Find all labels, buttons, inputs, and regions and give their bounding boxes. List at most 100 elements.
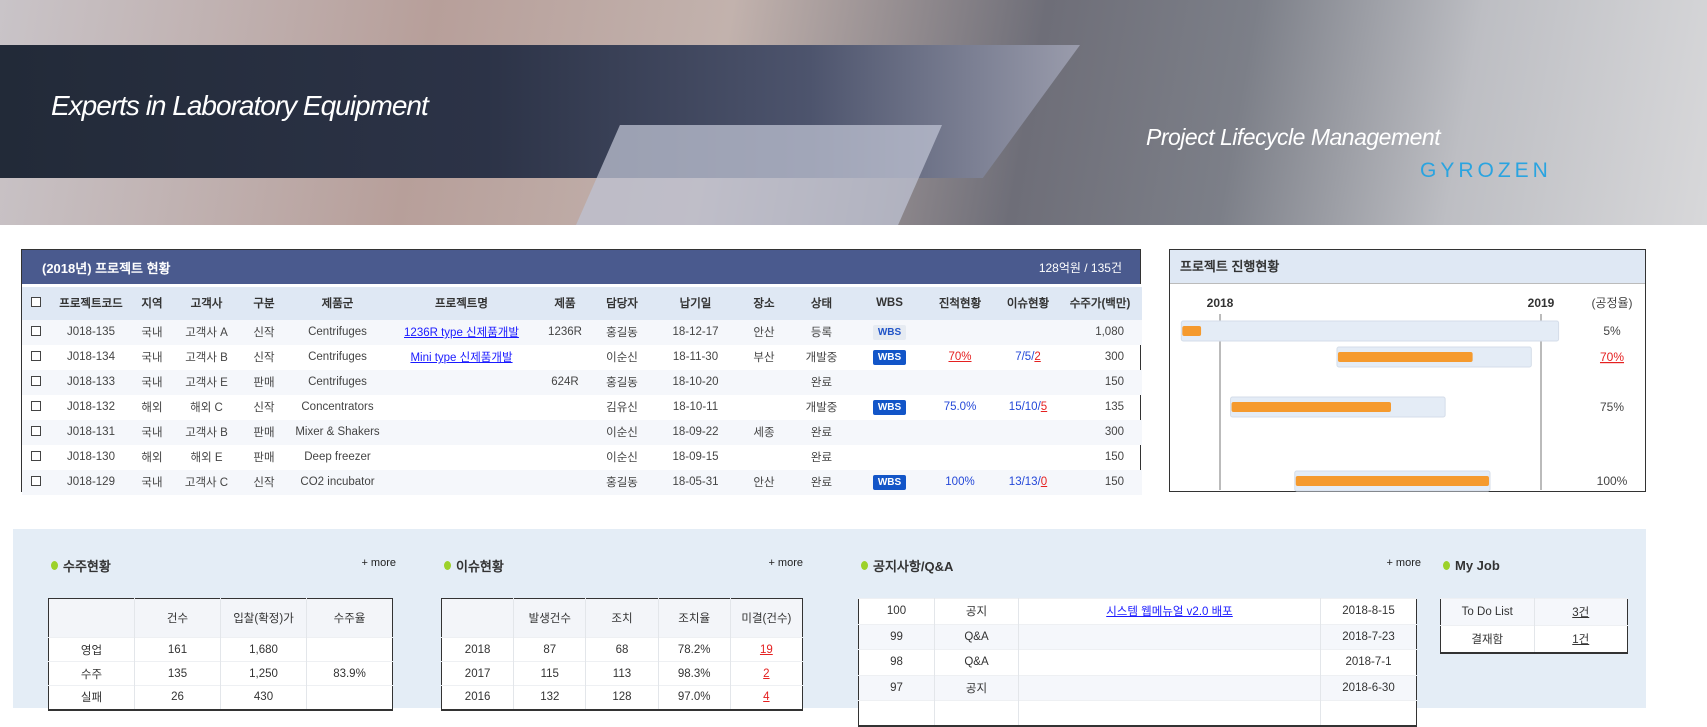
checkbox-icon[interactable] bbox=[31, 350, 41, 361]
row-checkbox[interactable] bbox=[22, 445, 50, 470]
project-row[interactable]: J018-129 국내 고객사 C 신작 CO2 incubator 홍길동 18-05-3… bbox=[22, 469, 1142, 495]
cell-region: 해외 bbox=[141, 402, 163, 414]
cell: 97.0% bbox=[658, 685, 731, 710]
open-issues-link[interactable]: 2 bbox=[1034, 351, 1041, 363]
row-checkbox[interactable] bbox=[22, 469, 50, 495]
progress-bar bbox=[1182, 326, 1202, 336]
progress-gantt-chart: 2018 2019 (공정율) 5% 70% 75% 100% bbox=[1180, 296, 1633, 492]
checkbox-icon[interactable] bbox=[31, 475, 41, 486]
unresolved-link[interactable]: 4 bbox=[763, 691, 770, 704]
wbs-button[interactable]: WBS bbox=[872, 349, 907, 365]
project-row[interactable]: J018-130 해외 해외 E 판매 Deep freezer 이순신 18-09-15 완… bbox=[22, 445, 1142, 470]
cell-type: 신작 bbox=[241, 319, 287, 345]
project-name-link[interactable]: 1236R type 신제품개발 bbox=[404, 327, 519, 339]
row-checkbox[interactable] bbox=[22, 419, 50, 445]
cell: 78.2% bbox=[658, 637, 731, 662]
cell-amount: 150 bbox=[1104, 451, 1124, 463]
table-row: To Do List 3건 bbox=[1440, 598, 1628, 626]
notices-more-link[interactable]: + more bbox=[1386, 557, 1421, 569]
select-all-checkbox[interactable] bbox=[22, 284, 50, 320]
job-count-link[interactable]: 3건 bbox=[1572, 607, 1590, 619]
notices-title: 공지사항/Q&A bbox=[873, 558, 954, 574]
wbs-button[interactable]: WBS bbox=[872, 474, 907, 490]
column-header[interactable]: 이슈현황 bbox=[998, 284, 1058, 320]
row-checkbox[interactable] bbox=[22, 345, 50, 370]
cell-name bbox=[388, 469, 535, 495]
checkbox-icon[interactable] bbox=[31, 296, 41, 307]
project-row[interactable]: J018-134 국내 고객사 B 신작 Centrifuges Mini type 신제… bbox=[22, 345, 1142, 370]
column-header[interactable]: 구분 bbox=[241, 284, 287, 320]
column-header[interactable]: 고객사 bbox=[172, 284, 241, 320]
project-row[interactable]: J018-131 국내 고객사 B 판매 Mixer & Shakers 이순신 18-09… bbox=[22, 419, 1142, 445]
notice-title-link[interactable]: 시스템 웹메뉴얼 v2.0 배포 bbox=[1106, 606, 1233, 619]
cell-due: 18-10-11 bbox=[672, 401, 719, 413]
table-row: 2016 132 128 97.0% 4 bbox=[441, 685, 803, 710]
cell-place bbox=[742, 369, 786, 395]
column-header[interactable]: 프로젝트코드 bbox=[50, 284, 132, 320]
checkbox-icon[interactable] bbox=[31, 375, 41, 386]
wbs-button[interactable]: WBS bbox=[872, 399, 907, 415]
cell-issues: 15/10/5 bbox=[998, 395, 1058, 420]
cell: 공지 bbox=[934, 598, 1019, 624]
checkbox-icon[interactable] bbox=[31, 400, 41, 411]
cell-wbs bbox=[857, 369, 922, 395]
cell: Q&A bbox=[934, 623, 1019, 650]
cell-code: J018-130 bbox=[67, 451, 115, 463]
issues-table: 발생건수 조치 조치율 미결(건수) 2018 87 68 78.2% 19 2017 115 113… bbox=[441, 598, 803, 711]
cell: To Do List bbox=[1440, 598, 1535, 626]
cell-place: 안산 bbox=[742, 319, 786, 345]
column-header[interactable]: WBS bbox=[857, 284, 922, 320]
notices-table: 100 공지 시스템 웹메뉴얼 v2.0 배포 2018-8-15 99 Q&A 2018-… bbox=[858, 598, 1417, 727]
column-header bbox=[441, 598, 515, 638]
orders-title: 수주현황 bbox=[63, 558, 111, 574]
cell-customer: 고객사 B bbox=[172, 419, 241, 445]
cell-wbs bbox=[857, 445, 922, 470]
unresolved-link[interactable]: 19 bbox=[759, 643, 773, 656]
column-header[interactable]: 제품군 bbox=[287, 284, 388, 320]
column-header[interactable]: 장소 bbox=[742, 284, 786, 320]
cell-progress bbox=[922, 419, 998, 445]
cell bbox=[1320, 700, 1417, 726]
checkbox-icon[interactable] bbox=[31, 325, 41, 336]
unresolved-link[interactable]: 2 bbox=[763, 667, 770, 680]
gyrozen-logo[interactable]: GYROZEN bbox=[1420, 159, 1552, 182]
project-row[interactable]: J018-135 국내 고객사 A 신작 Centrifuges 1236R type 신… bbox=[22, 319, 1142, 345]
project-name-link[interactable]: Mini type 신제품개발 bbox=[410, 352, 513, 364]
table-row bbox=[858, 700, 1417, 726]
cell: 132 bbox=[513, 685, 587, 710]
column-header[interactable]: 납기일 bbox=[649, 284, 742, 320]
row-checkbox[interactable] bbox=[22, 369, 50, 395]
checkbox-icon[interactable] bbox=[31, 450, 41, 461]
wbs-button[interactable]: WBS bbox=[872, 324, 907, 340]
column-header[interactable]: 담당자 bbox=[595, 284, 649, 320]
cell-issues bbox=[998, 445, 1058, 470]
progress-bar bbox=[1231, 402, 1391, 412]
open-issues-link[interactable]: 5 bbox=[1040, 401, 1048, 413]
job-count-link[interactable]: 1건 bbox=[1572, 633, 1590, 646]
column-header[interactable]: 상태 bbox=[786, 284, 857, 320]
issues-more-link[interactable]: + more bbox=[768, 557, 803, 569]
column-header[interactable]: 프로젝트명 bbox=[388, 284, 535, 320]
column-header bbox=[48, 598, 135, 638]
cell-wbs bbox=[857, 419, 922, 445]
cell bbox=[1018, 649, 1321, 675]
cell: 1건 bbox=[1534, 625, 1628, 653]
column-header[interactable]: 진척현황 bbox=[922, 284, 998, 320]
myjob-section: My Job To Do List 3건 결재함 1건 bbox=[1440, 557, 1633, 654]
row-checkbox[interactable] bbox=[22, 395, 50, 420]
orders-more-link[interactable]: + more bbox=[361, 557, 396, 569]
project-row[interactable]: J018-133 국내 고객사 E 판매 Centrifuges 624R 홍길동 18-10… bbox=[22, 369, 1142, 395]
column-header[interactable]: 수주가(백만) bbox=[1058, 284, 1142, 320]
checkbox-icon[interactable] bbox=[31, 425, 41, 436]
column-header[interactable]: 제품 bbox=[535, 284, 595, 320]
column-header[interactable]: 지역 bbox=[132, 284, 172, 320]
cell-code: J018-133 bbox=[50, 369, 132, 395]
project-row[interactable]: J018-132 해외 해외 C 신작 Concentrators 김유신 18-10-11… bbox=[22, 395, 1142, 420]
project-summary: 128억원 / 135건 bbox=[1038, 260, 1122, 275]
cell-wbs: WBS bbox=[857, 469, 922, 495]
progress-rate-label: 100% bbox=[1597, 474, 1628, 488]
cell-amount: 150 bbox=[1058, 469, 1142, 495]
row-checkbox[interactable] bbox=[22, 319, 50, 345]
progress-bar bbox=[1337, 352, 1473, 362]
open-issues-link[interactable]: 0 bbox=[1040, 476, 1048, 488]
